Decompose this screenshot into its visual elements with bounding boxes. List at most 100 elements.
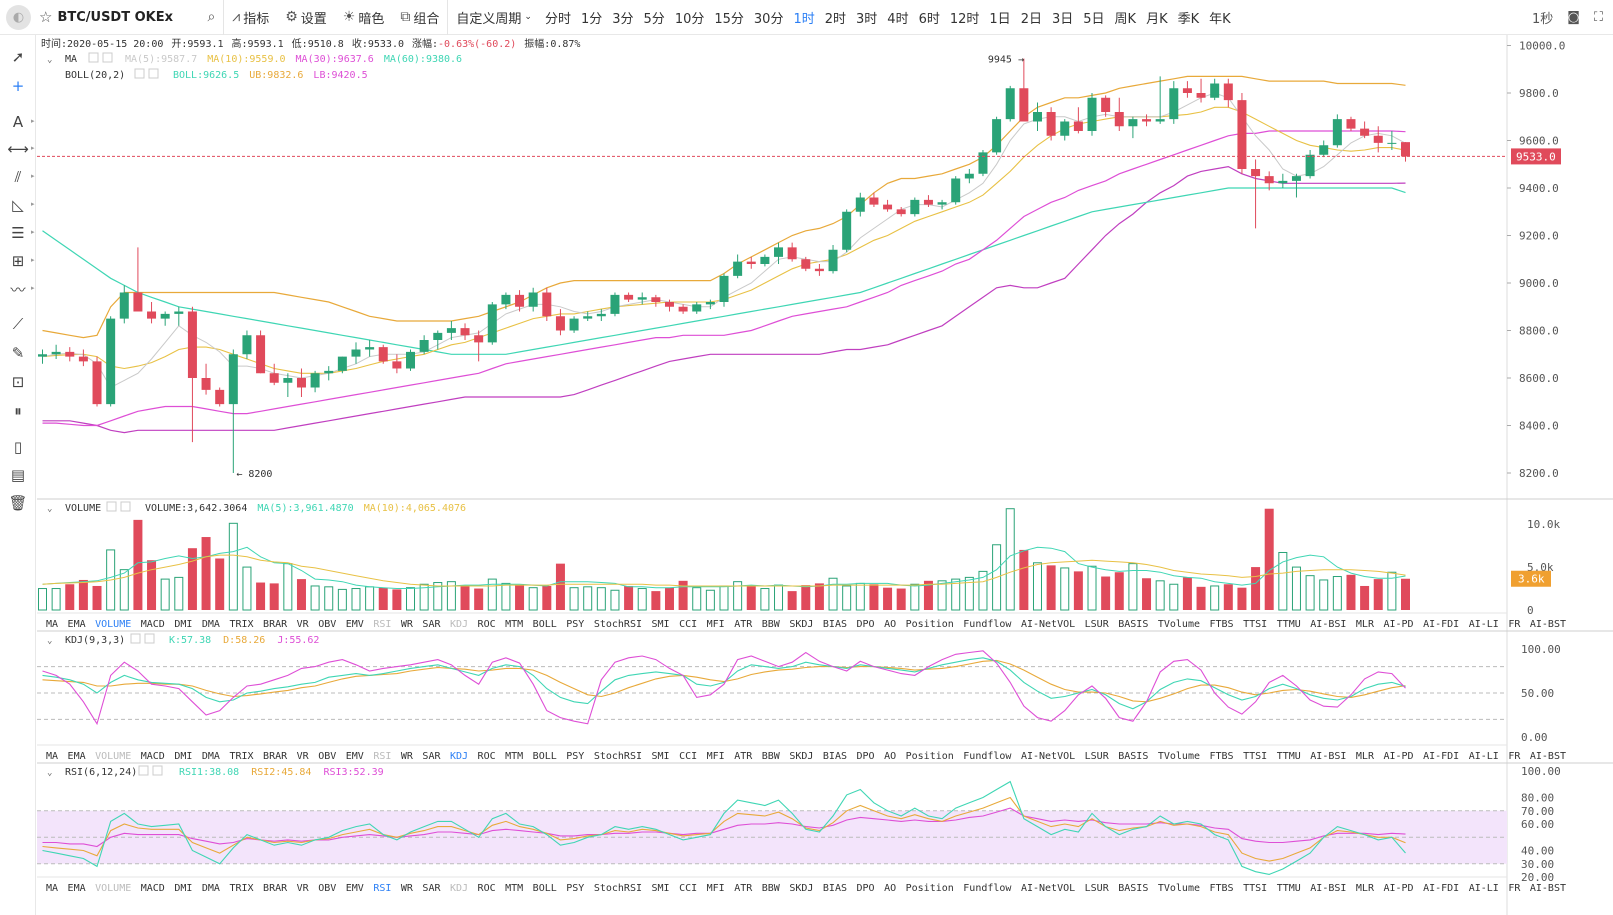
indicator-tab-ai-fdi[interactable]: AI-FDI [1423, 619, 1459, 630]
period-option[interactable]: 5日 [1083, 11, 1105, 27]
chart-area[interactable]: 10000.0 9800.0 9600.0 9400.0 9200.0 9000.0 880… [37, 35, 1613, 915]
indicator-tab-ai-bst[interactable]: AI-BST [1530, 619, 1566, 630]
period-option[interactable]: 6时 [918, 11, 940, 27]
settings-button[interactable]: ⚙ 设置 [277, 0, 335, 35]
indicator-tab-ma[interactable]: MA [46, 883, 58, 894]
indicator-tab-cci[interactable]: CCI [679, 883, 697, 894]
ruler-icon[interactable]: ⟋ [12, 315, 24, 333]
indicator-tab-roc[interactable]: ROC [478, 751, 496, 762]
indicator-tab-tvolume[interactable]: TVolume [1158, 619, 1200, 630]
indicator-tab-tvolume[interactable]: TVolume [1158, 751, 1200, 762]
indicator-tab-volume[interactable]: VOLUME [95, 883, 131, 894]
indicator-tab-sar[interactable]: SAR [422, 751, 441, 762]
indicator-tab-volume[interactable]: VOLUME [95, 751, 131, 762]
indicator-tab-stochrsi[interactable]: StochRSI [594, 751, 642, 762]
indicator-tab-stochrsi[interactable]: StochRSI [594, 883, 642, 894]
indicator-tab-mfi[interactable]: MFI [707, 751, 725, 762]
indicator-tab-dpo[interactable]: DPO [857, 883, 875, 894]
bookmark-icon[interactable]: ▯ [13, 438, 23, 456]
indicator-tab-ema[interactable]: EMA [68, 619, 86, 630]
indicator-tab-fundflow[interactable]: Fundflow [963, 751, 1012, 762]
wave-icon[interactable]: 〰 ▸ [10, 280, 35, 299]
indicator-tab-cci[interactable]: CCI [679, 619, 697, 630]
symbol-title[interactable]: BTC/USDT OKEx [57, 9, 174, 25]
indicator-tab-ai-fdi[interactable]: AI-FDI [1423, 883, 1459, 894]
indicator-tab-atr[interactable]: ATR [734, 883, 753, 894]
indicator-tab-rsi[interactable]: RSI [373, 619, 391, 630]
indicator-tab-atr[interactable]: ATR [734, 619, 753, 630]
indicator-tab-ema[interactable]: EMA [68, 751, 86, 762]
indicator-tab-lsur[interactable]: LSUR [1085, 883, 1110, 894]
indicator-tab-dmi[interactable]: DMI [174, 883, 192, 894]
refresh-interval[interactable]: 1秒 [1531, 12, 1554, 27]
indicator-tab-mlr[interactable]: MLR [1356, 883, 1375, 894]
indicator-tab-ai-li[interactable]: AI-LI [1469, 883, 1499, 894]
indicator-tab-obv[interactable]: OBV [318, 619, 336, 630]
period-option[interactable]: 1时 [793, 11, 815, 27]
theme-button[interactable]: ☀ 暗色 [335, 0, 393, 35]
indicator-tab-bbw[interactable]: BBW [762, 751, 781, 762]
indicator-tab-kdj[interactable]: KDJ [450, 619, 468, 630]
indicator-tab-ai-fdi[interactable]: AI-FDI [1423, 751, 1459, 762]
indicator-tab-vr[interactable]: VR [297, 619, 310, 630]
indicator-tab-bbw[interactable]: BBW [762, 619, 781, 630]
indicator-tab-ai-li[interactable]: AI-LI [1469, 751, 1499, 762]
indicator-tab-bias[interactable]: BIAS [823, 619, 847, 630]
period-option[interactable]: 1日 [989, 11, 1011, 27]
indicator-tab-fr[interactable]: FR [1508, 619, 1521, 630]
calendar-edit-icon[interactable]: ▤ [10, 466, 26, 484]
indicator-tab-mlr[interactable]: MLR [1356, 619, 1375, 630]
indicator-tab-ao[interactable]: AO [884, 751, 896, 762]
indicator-tab-vr[interactable]: VR [297, 751, 310, 762]
indicator-tab-lsur[interactable]: LSUR [1085, 619, 1110, 630]
crosshair-icon[interactable]: + [11, 77, 25, 95]
indicator-tab-mtm[interactable]: MTM [505, 883, 523, 894]
period-option[interactable]: 3时 [856, 11, 878, 27]
indicator-tab-mtm[interactable]: MTM [505, 619, 523, 630]
rectangle-icon[interactable]: ⊞ ▸ [11, 252, 35, 270]
indicator-tab-dpo[interactable]: DPO [857, 751, 875, 762]
indicator-tab-ttsi[interactable]: TTSI [1243, 751, 1267, 762]
indicator-tab-ttsi[interactable]: TTSI [1243, 883, 1267, 894]
indicator-tab-bbw[interactable]: BBW [762, 883, 781, 894]
indicator-tab-ftbs[interactable]: FTBS [1210, 619, 1234, 630]
lock-icon[interactable]: ⊡ [11, 373, 25, 391]
layout-button[interactable]: ⧉ 组合 [392, 0, 447, 35]
indicator-tab-wr[interactable]: WR [401, 619, 414, 630]
period-option[interactable]: 2日 [1020, 11, 1042, 27]
indicator-tab-skdj[interactable]: SKDJ [789, 619, 813, 630]
indicator-tab-ai-bsi[interactable]: AI-BSI [1310, 751, 1346, 762]
indicator-tab-trix[interactable]: TRIX [229, 883, 253, 894]
pencil-icon[interactable]: ✎ [11, 344, 25, 362]
indicator-tab-basis[interactable]: BASIS [1118, 883, 1148, 894]
indicator-tab-mtm[interactable]: MTM [505, 751, 523, 762]
indicator-tab-kdj[interactable]: KDJ [450, 883, 468, 894]
period-option[interactable]: 分时 [544, 11, 571, 27]
indicator-tab-fr[interactable]: FR [1508, 883, 1521, 894]
indicator-tab-emv[interactable]: EMV [346, 751, 364, 762]
indicator-button[interactable]: ⩘ 指标 [224, 0, 277, 35]
indicator-tab-macd[interactable]: MACD [141, 751, 165, 762]
period-option[interactable]: 10分 [674, 11, 705, 27]
indicator-tab-vr[interactable]: VR [297, 883, 310, 894]
indicator-tab-bias[interactable]: BIAS [823, 883, 847, 894]
indicator-tab-roc[interactable]: ROC [478, 619, 496, 630]
indicator-tab-fundflow[interactable]: Fundflow [963, 619, 1012, 630]
indicator-tab-ttmu[interactable]: TTMU [1277, 751, 1301, 762]
period-option[interactable]: 4时 [887, 11, 909, 27]
indicator-tab-position[interactable]: Position [906, 883, 954, 894]
indicator-tab-ai-li[interactable]: AI-LI [1469, 619, 1499, 630]
trash-icon[interactable]: 🗑 [8, 494, 28, 512]
indicator-tab-dma[interactable]: DMA [202, 751, 220, 762]
indicator-tab-trix[interactable]: TRIX [229, 619, 253, 630]
indicator-tab-basis[interactable]: BASIS [1118, 751, 1148, 762]
indicator-tab-ma[interactable]: MA [46, 751, 58, 762]
period-option[interactable]: 12时 [949, 11, 980, 27]
indicator-tab-obv[interactable]: OBV [318, 751, 336, 762]
indicator-tab-emv[interactable]: EMV [346, 619, 364, 630]
indicator-tab-wr[interactable]: WR [401, 883, 414, 894]
period-option[interactable]: 周K [1114, 11, 1137, 27]
indicator-tab-kdj[interactable]: KDJ [450, 751, 468, 762]
chart-canvas[interactable]: 10000.0 9800.0 9600.0 9400.0 9200.0 9000.0 880… [37, 35, 1613, 915]
indicator-tab-mfi[interactable]: MFI [707, 883, 725, 894]
